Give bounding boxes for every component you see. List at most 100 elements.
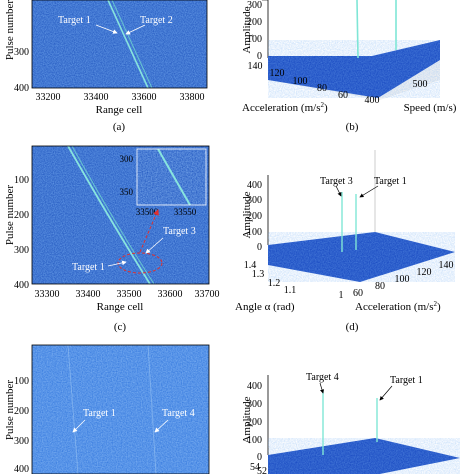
panel-c-inset-frame: [136, 148, 207, 206]
panel-c-annotation-target-1: Target 1: [72, 262, 105, 273]
panel-c-inset-xtick: 33550: [174, 207, 197, 217]
panel-a-arrow-1: [95, 24, 118, 34]
panel-e-ytick: 200: [14, 406, 29, 417]
panel-a-annotation-target-2: Target 2: [140, 15, 173, 26]
panel-f-ztick: 200: [247, 417, 262, 428]
panel-b-ztick: 300: [247, 0, 262, 11]
panel-d-angle-tick: 1.3: [252, 269, 265, 280]
panel-a-ytick: 400: [14, 83, 29, 94]
panel-d-annotation-target-3: Target 3: [320, 176, 353, 187]
panel-b-surface-texture: [268, 40, 440, 98]
panel-c-xtick: 33700: [195, 289, 220, 300]
panel-e-arrow-4: [154, 419, 169, 433]
panel-b-caption: (b): [346, 121, 359, 133]
panel-b-zlabel: Amplitude: [241, 6, 253, 53]
panel-d-arrow-1: [359, 185, 379, 198]
panel-d-ztick: 100: [247, 227, 262, 238]
panel-d-surface-texture: [268, 232, 455, 282]
panel-f-annotation-target-1: Target 1: [390, 375, 423, 386]
panel-e-arrow-1: [72, 419, 86, 433]
panel-c-caption: (c): [114, 321, 127, 333]
panel-d-angle-tick: 1: [339, 290, 344, 301]
panel-d-zlabel: Amplitude: [241, 191, 253, 238]
panel-c-inset-track: [157, 148, 191, 206]
panel-d-caption: (d): [346, 321, 359, 333]
panel-c-ytick: 200: [14, 210, 29, 221]
panel-c-ytick: 400: [14, 280, 29, 291]
panel-c-annotation-target-3: Target 3: [163, 226, 196, 237]
panel-f-arrow-4: [319, 382, 325, 394]
panel-c-inset: 300 350 33500 33550: [120, 148, 207, 217]
panel-b-accel-tick: 140: [248, 61, 263, 72]
panel-d-ztick: 200: [247, 211, 262, 222]
panel-a-frame: [31, 0, 208, 89]
panel-f-bottom-tick: 54: [250, 462, 260, 473]
panel-a-ytick: 300: [14, 47, 29, 58]
panel-e: Target 1 Target 4 Pulse number 100 200 3…: [4, 344, 210, 474]
panel-c-xtick: 33600: [158, 289, 183, 300]
panel-f: Target 4 Target 1 400 300 200 100 0 Ampl…: [241, 372, 460, 474]
panel-d-arrow-3: [335, 185, 342, 197]
panel-b-peak-1: [356, 0, 359, 59]
panel-b-accel-label: Acceleration (m/s2): [242, 101, 328, 114]
panel-c-frame: [31, 145, 210, 285]
panel-d-accel-tick: 60: [353, 288, 363, 299]
panel-a-annotation-target-1: Target 1: [58, 15, 91, 26]
panel-f-surface-texture: [268, 438, 460, 474]
panel-d-ztick: 400: [247, 180, 262, 191]
panel-e-track-4: [147, 344, 157, 474]
panel-e-track-1: [67, 344, 79, 474]
panel-a: Target 1 Target 2 Pulse number 300 400 3…: [4, 0, 208, 133]
panel-c-track-2: [71, 145, 155, 285]
panel-a-track-1: [107, 0, 149, 89]
panel-a-xlabel: Range cell: [96, 104, 143, 116]
panel-e-noise: [32, 345, 209, 474]
panel-a-arrow-2: [125, 24, 146, 35]
panel-a-xtick: 33800: [180, 92, 205, 103]
panel-b-accel-tick: 120: [270, 68, 285, 79]
panel-c-inset-noise: [137, 149, 206, 205]
panel-e-ytick: 100: [14, 376, 29, 387]
panel-f-arrow-1: [379, 385, 393, 401]
panel-d: Target 3 Target 1 400 300 200 100 0 Ampl…: [235, 150, 455, 333]
panel-a-xtick: 33400: [84, 92, 109, 103]
panel-a-xtick: 33200: [36, 92, 61, 103]
panel-d-annotation-target-1: Target 1: [374, 176, 407, 187]
panel-c-ytick: 100: [14, 175, 29, 186]
panel-b-accel-tick: 60: [338, 90, 348, 101]
panel-c-xtick: 33400: [76, 289, 101, 300]
panel-f-ztick: 300: [247, 399, 262, 410]
panel-b-ztick: 200: [247, 17, 262, 28]
panel-f-annotation-target-4: Target 4: [306, 372, 339, 383]
panel-b-accel-tick: 100: [293, 76, 308, 87]
panel-d-angle-label: Angle α (rad): [235, 301, 295, 313]
panel-a-xtick: 33600: [132, 92, 157, 103]
panel-c-ylabel: Pulse number: [4, 185, 16, 246]
panel-b-speed-label: Speed (m/s): [404, 102, 457, 114]
panel-d-angle-tick: 1.2: [268, 278, 281, 289]
panel-d-accel-tick: 140: [439, 260, 454, 271]
panel-b-ztick: 0: [257, 51, 262, 62]
panel-d-accel-label: Acceleration (m/s2): [355, 300, 441, 313]
panel-e-frame: [31, 344, 210, 474]
panel-b: 300 200 100 0 Amplitude 140 120 100 80 6…: [241, 0, 457, 133]
panel-f-ztick: 100: [247, 435, 262, 446]
panel-b-speed-tick: 500: [413, 79, 428, 90]
panel-a-ylabel: Pulse number: [4, 0, 16, 60]
panel-d-accel-tick: 100: [395, 274, 410, 285]
panel-c-xtick: 33500: [117, 289, 142, 300]
panel-b-speed-tick: 400: [365, 95, 380, 106]
panel-b-ztick: 100: [247, 34, 262, 45]
panel-c-inset-ytick: 300: [120, 154, 134, 164]
panel-c: 300 350 33500 33550 Target 3 Target 1 Pu…: [4, 145, 220, 333]
panel-c-xtick: 33300: [35, 289, 60, 300]
panel-d-accel-tick: 80: [375, 281, 385, 292]
panel-a-track-2: [111, 0, 153, 89]
panel-c-ytick: 300: [14, 245, 29, 256]
panel-d-accel-tick: 120: [417, 267, 432, 278]
panel-c-highlight-ellipse: [117, 252, 163, 274]
panel-c-arrow-3: [145, 237, 164, 254]
panel-d-angle-tick: 1.4: [244, 260, 257, 271]
panel-e-ytick: 400: [14, 464, 29, 474]
